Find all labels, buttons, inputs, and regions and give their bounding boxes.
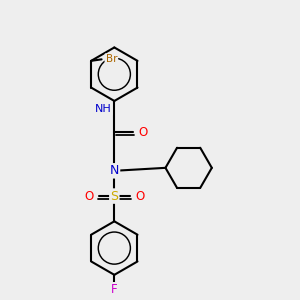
Text: Br: Br <box>106 54 117 64</box>
Text: N: N <box>110 164 119 177</box>
Text: O: O <box>138 126 147 139</box>
Text: F: F <box>111 283 118 296</box>
Text: O: O <box>135 190 144 202</box>
Text: S: S <box>110 190 118 202</box>
Text: O: O <box>84 190 94 202</box>
Text: NH: NH <box>95 104 111 114</box>
